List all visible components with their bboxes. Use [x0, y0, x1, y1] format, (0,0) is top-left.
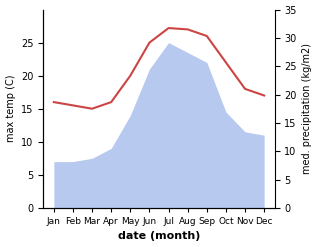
Y-axis label: med. precipitation (kg/m2): med. precipitation (kg/m2) [302, 43, 313, 174]
X-axis label: date (month): date (month) [118, 231, 200, 242]
Y-axis label: max temp (C): max temp (C) [5, 75, 16, 143]
